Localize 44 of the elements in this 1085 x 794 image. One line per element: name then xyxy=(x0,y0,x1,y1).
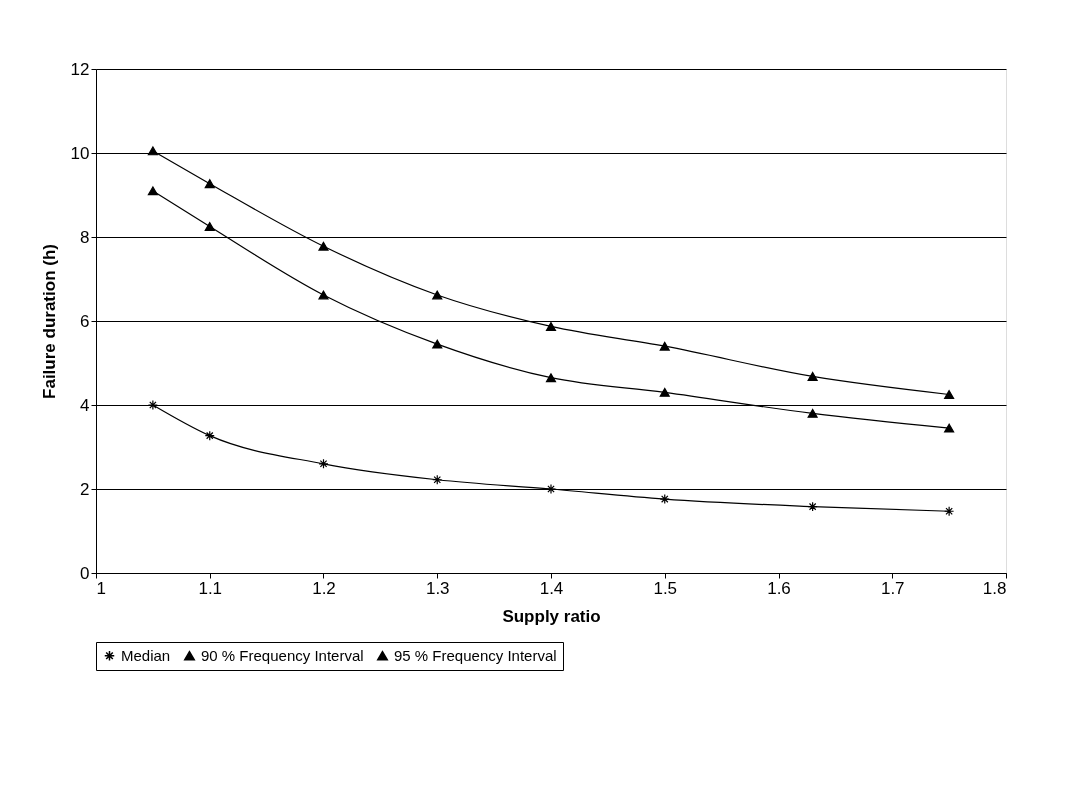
x-tick-label: 1 xyxy=(96,578,106,598)
point xyxy=(204,430,215,441)
legend-label: 95 % Frequency Interval xyxy=(394,646,557,664)
point xyxy=(318,290,329,300)
x-tick-label: 1.5 xyxy=(653,578,678,598)
y-axis-title: Failure duration (h) xyxy=(39,244,59,399)
point xyxy=(659,387,670,397)
point xyxy=(659,341,670,351)
point xyxy=(147,186,158,196)
x-tick-label: 1.6 xyxy=(767,578,791,598)
point xyxy=(545,321,557,331)
legend-label: 90 % Frequency Interval xyxy=(201,646,364,664)
point xyxy=(147,146,158,156)
point xyxy=(204,222,215,231)
legend-label: Median xyxy=(121,646,171,664)
point xyxy=(807,371,818,381)
point xyxy=(432,290,443,300)
point xyxy=(545,373,557,383)
point xyxy=(807,408,818,418)
x-tick-label: 1.7 xyxy=(880,578,905,598)
y-tick-label: 2 xyxy=(80,479,90,499)
y-tick-label: 6 xyxy=(80,311,90,331)
y-tick-label: 0 xyxy=(80,563,90,583)
point xyxy=(807,501,818,512)
point xyxy=(432,474,443,485)
point xyxy=(204,179,215,189)
x-tick-label: 1.1 xyxy=(198,578,223,598)
x-axis-title: Supply ratio xyxy=(502,606,601,626)
y-tick-label: 8 xyxy=(80,227,90,247)
y-tick-label: 10 xyxy=(70,143,90,163)
point xyxy=(318,241,329,251)
x-tick-label: 1.2 xyxy=(312,578,336,598)
x-tick-label: 1.4 xyxy=(539,578,564,598)
x-tick-label: 1.3 xyxy=(425,578,450,598)
x-tick-label: 1.8 xyxy=(982,578,1007,598)
point xyxy=(944,423,955,433)
point xyxy=(659,494,670,505)
point xyxy=(944,506,955,517)
y-tick-label: 12 xyxy=(70,59,90,79)
y-tick-label: 4 xyxy=(80,395,90,415)
point xyxy=(432,339,443,349)
point xyxy=(944,390,955,399)
point xyxy=(147,399,158,411)
point xyxy=(318,458,329,469)
